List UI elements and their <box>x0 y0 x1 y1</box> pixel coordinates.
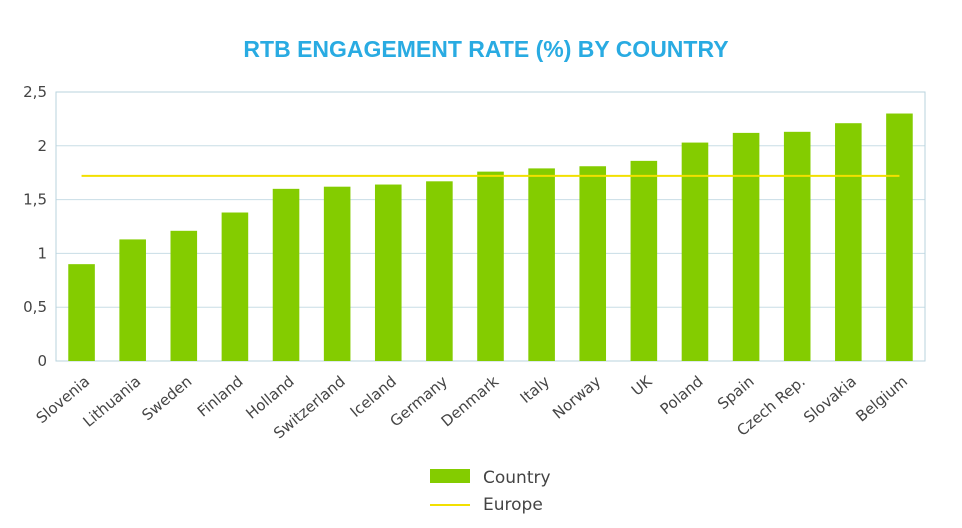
bar-slovenia <box>68 264 95 361</box>
legend-label-europe: Europe <box>483 495 543 515</box>
x-tick-label: Italy <box>517 372 554 407</box>
bar-holland <box>272 188 300 361</box>
legend: Country Europe <box>430 468 551 515</box>
y-tick-label: 2,5 <box>23 83 47 101</box>
x-tick-label: Denmark <box>438 372 503 430</box>
x-tick-label: Finland <box>194 372 247 420</box>
y-axis-ticks: 0 0,5 1 1,5 2 2,5 <box>23 83 47 370</box>
bar-poland <box>681 142 709 361</box>
bar-switzerland <box>323 186 351 361</box>
x-tick-label: Spain <box>714 372 758 413</box>
bar-lithuania <box>119 239 146 361</box>
bar-finland <box>221 212 249 361</box>
bar-uk <box>630 160 658 361</box>
bar-series <box>68 113 913 362</box>
x-tick-label: UK <box>628 372 656 400</box>
y-tick-label: 1 <box>37 244 47 262</box>
bar-sweden <box>170 230 198 361</box>
bar-germany <box>426 181 453 361</box>
x-tick-label: Belgium <box>852 372 911 425</box>
bar-czech-rep <box>783 131 811 361</box>
x-tick-label: Lithuania <box>79 372 144 430</box>
legend-label-country: Country <box>483 468 551 488</box>
y-tick-label: 1,5 <box>23 191 47 209</box>
chart-title: RTB ENGAGEMENT RATE (%) BY COUNTRY <box>243 36 728 62</box>
x-tick-label: Poland <box>657 372 707 418</box>
bar-denmark <box>477 171 504 361</box>
bar-belgium <box>886 113 913 362</box>
bar-iceland <box>374 184 402 361</box>
bar-spain <box>732 132 760 361</box>
x-tick-label: Slovakia <box>800 372 860 426</box>
bar-italy <box>528 168 555 361</box>
y-tick-label: 0,5 <box>23 298 47 316</box>
y-tick-label: 0 <box>37 352 47 370</box>
x-tick-label: Norway <box>549 372 604 422</box>
x-axis-labels: SloveniaLithuaniaSwedenFinlandHollandSwi… <box>33 372 911 443</box>
bar-slovakia <box>835 123 862 361</box>
legend-swatch-country <box>430 469 470 483</box>
x-tick-label: Sweden <box>138 372 195 424</box>
y-tick-label: 2 <box>37 137 47 155</box>
bar-norway <box>579 166 607 361</box>
